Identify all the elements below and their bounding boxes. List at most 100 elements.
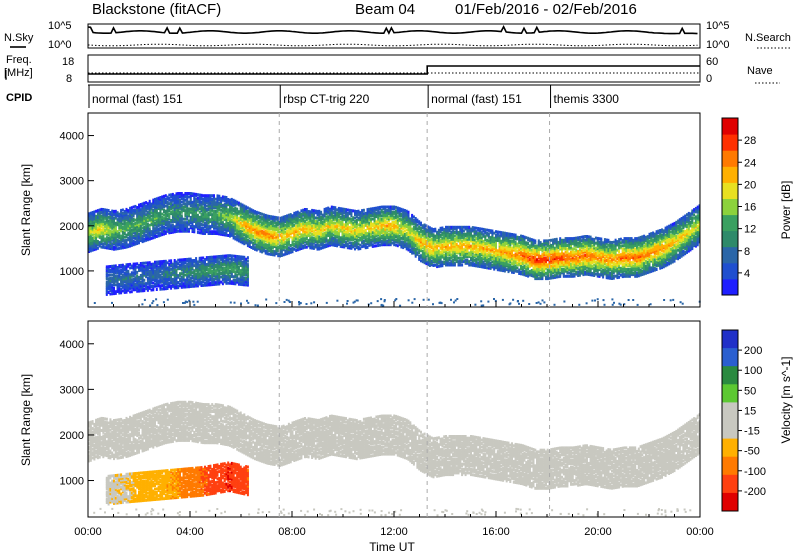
power-cell [448,239,451,243]
power-cell [354,247,356,251]
power-cell [254,223,256,227]
power-cell [318,211,321,215]
power-cell [225,225,228,229]
power-cell [536,261,538,265]
power-cell [175,204,178,208]
power-cell [255,245,258,248]
power-cell [341,221,344,225]
power-cell [329,211,331,215]
power-cell [523,242,526,246]
power-cell [329,236,331,240]
power-cell [330,215,333,219]
power-cell [443,260,446,264]
power-cell [188,214,190,218]
power-cell [341,241,344,245]
power-cell [286,222,289,226]
power-cell [380,217,383,221]
power-cell [530,238,533,242]
power-cell [357,211,360,215]
power-cell [329,228,331,232]
power-cell [321,237,324,241]
power-cell [428,253,431,257]
power-cell [175,199,178,203]
power-cell [113,232,115,236]
power-cell [493,255,496,259]
power-cell [196,206,199,210]
power-cell [164,221,167,225]
power-cell [130,233,133,237]
power-cell [511,257,513,260]
power-cell [354,244,356,247]
power-cell [193,211,196,215]
power-cell [518,256,521,260]
power-cell [343,209,346,213]
power-cell [273,226,276,230]
power-cell [420,243,422,247]
power-cell [346,213,349,217]
power-cell [327,234,330,237]
power-cell [487,247,490,251]
power-cell [229,214,231,217]
power-cell [105,236,108,240]
power-cell [445,232,447,236]
power-cell [257,238,260,242]
power-cell [514,235,517,239]
power-cell [230,225,233,229]
power-cell [407,233,410,236]
power-cell [395,226,397,230]
power-cell [484,248,487,252]
power-cell [321,235,324,239]
power-cell [250,235,253,239]
power-cell [411,244,414,248]
power-cell [182,205,185,209]
power-cell [471,248,474,252]
power-cell [252,228,255,232]
power-cell [428,248,431,252]
power-cell [400,223,403,227]
power-cell [377,232,380,235]
power-cell [209,196,212,199]
power-cell [243,237,246,241]
power-cell [339,210,342,214]
power-cell [380,224,383,228]
power-cell [455,255,458,258]
power-cell [88,212,90,216]
power-cell [95,232,98,236]
power-cell [405,237,408,241]
power-cell [412,251,415,255]
power-cell [213,226,215,230]
power-cell [213,214,215,218]
power-cell [246,240,249,244]
power-cell [368,209,371,213]
power-cell [163,232,165,236]
power-cell [341,245,344,249]
power-cell [470,258,472,262]
power-cell [503,254,506,257]
power-cell [416,251,419,255]
power-cell [354,237,356,241]
power-cell [252,241,255,245]
power-cell [370,224,372,228]
power-cell [223,224,226,228]
power-cell [252,214,255,218]
power-cell [107,224,110,228]
power-cell [114,209,117,213]
power-cell [400,214,403,218]
power-cell [480,265,483,269]
power-cell [423,250,426,254]
power-cell [336,240,339,244]
power-cell [428,252,431,255]
power-cell [348,225,351,229]
power-cell [129,234,132,238]
power-cell [287,227,290,231]
power-cell [400,236,403,240]
power-cell [168,227,171,231]
power-cell [366,240,369,244]
power-cell [477,242,480,246]
power-cell [316,237,319,241]
power-cell [391,217,394,221]
power-cell [154,235,156,239]
power-cell [496,249,499,253]
power-cell [470,253,472,257]
power-cell [430,263,433,267]
